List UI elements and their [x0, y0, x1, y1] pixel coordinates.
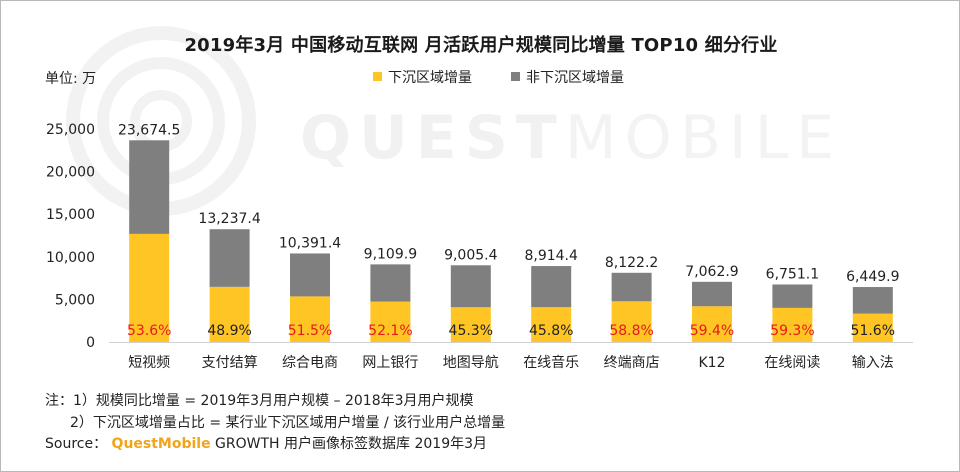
x-tick-label: 网上银行 [362, 355, 418, 371]
total-data-label: 13,237.4 [198, 211, 260, 227]
bar-lower-tier [852, 313, 893, 342]
x-tick-label: 输入法 [852, 355, 894, 371]
bar-non-lower-tier [692, 281, 732, 307]
y-tick-label: 20,000 [46, 165, 95, 181]
bar-non-lower-tier [290, 253, 330, 297]
bar-non-lower-tier [209, 229, 250, 287]
chart-title: 2019年3月 中国移动互联网 月活跃用户规模同比增量 TOP10 细分行业 [184, 35, 778, 56]
note-line-1: 注：1）规模同比增量 = 2019年3月用户规模 – 2018年3月用户规模 [45, 393, 474, 409]
watermark-brand-strong: QUEST [300, 103, 565, 173]
legend-swatch-lower-tier [373, 72, 382, 81]
x-tick-label: 在线音乐 [523, 354, 579, 371]
source-prefix: Source： [45, 436, 108, 452]
share-data-label: 51.6% [851, 323, 895, 339]
bar-lower-tier [450, 307, 491, 342]
bar-lower-tier [531, 307, 572, 342]
total-data-label: 6,751.1 [766, 266, 819, 282]
total-data-label: 7,062.9 [685, 264, 738, 280]
legend-swatch-non-lower-tier [511, 72, 520, 81]
x-tick-label: 支付结算 [202, 355, 258, 371]
bar-lower-tier [611, 301, 652, 342]
y-tick-label: 0 [86, 335, 95, 351]
y-tick-label: 15,000 [46, 207, 95, 223]
x-tick-label: 终端商店 [604, 355, 660, 371]
share-data-label: 58.8% [609, 323, 653, 339]
share-data-label: 52.1% [368, 323, 412, 339]
bar-lower-tier [772, 307, 813, 342]
bar-non-lower-tier [611, 272, 652, 302]
bar-lower-tier [370, 301, 411, 342]
share-data-label: 48.9% [207, 323, 251, 339]
y-tick-label: 10,000 [46, 250, 95, 266]
bar-non-lower-tier [852, 287, 893, 314]
source-line: Source： QuestMobile GROWTH 用户画像标签数据库 201… [45, 434, 505, 456]
share-data-label: 59.4% [690, 323, 734, 339]
share-data-label: 45.8% [529, 323, 573, 339]
bar-lower-tier [692, 306, 732, 342]
source-suffix: GROWTH 用户画像标签数据库 2019年3月 [210, 436, 488, 452]
notes: 注：1）规模同比增量 = 2019年3月用户规模 – 2018年3月用户规模 2… [45, 391, 505, 456]
note-line-2: 2）下沉区域增量占比 = 某行业下沉区域用户增量 / 该行业用户总增量 [70, 414, 506, 431]
x-tick-label: K12 [699, 355, 726, 371]
total-data-label: 8,914.4 [524, 248, 578, 264]
legend-item-lower-tier: 下沉区域增量 [373, 67, 472, 87]
watermark: QUESTMOBILE [300, 103, 842, 173]
total-data-label: 10,391.4 [279, 235, 341, 251]
watermark-brand-light: MOBILE [564, 103, 843, 173]
share-data-label: 45.3% [449, 323, 493, 339]
bar-lower-tier [290, 296, 330, 342]
bar-non-lower-tier [450, 265, 491, 308]
source-brand: QuestMobile [111, 436, 211, 452]
bar-non-lower-tier [129, 140, 170, 234]
y-tick-label: 5,000 [55, 292, 95, 308]
legend-item-non-lower-tier: 非下沉区域增量 [511, 67, 624, 87]
bar-lower-tier [209, 286, 250, 342]
total-data-label: 9,109.9 [364, 246, 417, 262]
total-data-label: 8,122.2 [605, 255, 658, 271]
total-data-label: 23,674.5 [118, 122, 180, 138]
bar-lower-tier [129, 233, 170, 342]
unit-label: 单位: 万 [45, 71, 97, 87]
legend-label-non-lower-tier: 非下沉区域增量 [526, 70, 624, 86]
bar-non-lower-tier [772, 284, 813, 308]
total-data-label: 6,449.9 [846, 269, 899, 285]
x-tick-label: 综合电商 [282, 355, 338, 371]
bar-non-lower-tier [531, 266, 572, 308]
total-data-label: 9,005.4 [444, 247, 498, 263]
share-data-label: 59.3% [770, 323, 814, 339]
share-data-label: 53.6% [127, 323, 171, 339]
y-tick-label: 25,000 [46, 122, 95, 138]
share-data-label: 51.5% [288, 323, 332, 339]
x-tick-label: 在线阅读 [764, 354, 820, 371]
x-tick-label: 短视频 [128, 355, 170, 371]
bar-non-lower-tier [370, 264, 411, 302]
x-tick-label: 地图导航 [443, 355, 499, 371]
legend-label-lower-tier: 下沉区域增量 [388, 70, 472, 86]
